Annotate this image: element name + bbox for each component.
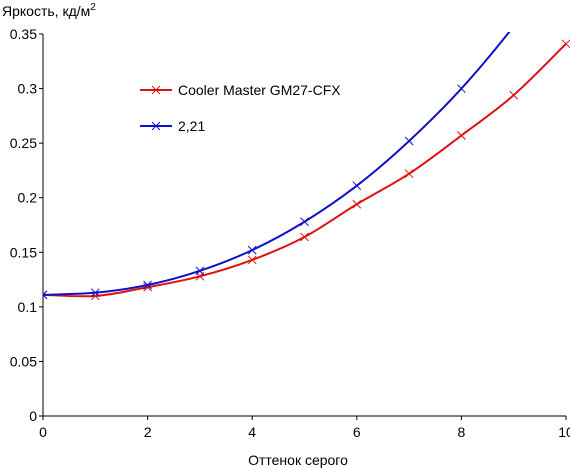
y-tick-label: 0.1 [18, 299, 38, 315]
x-tick-label: 8 [458, 424, 466, 440]
y-tick-label: 0.35 [10, 26, 37, 42]
y-tick-label: 0.05 [10, 353, 37, 369]
data-point [352, 199, 362, 209]
data-point [247, 255, 257, 265]
y-tick-label: 0.3 [18, 81, 38, 97]
x-tick-label: 2 [144, 424, 152, 440]
x-axis-title: Оттенок серого [248, 452, 348, 468]
legend-item: 2,21 [140, 118, 205, 134]
legend: Cooler Master GM27-CFX 2,21 [140, 82, 341, 134]
data-point [247, 245, 257, 255]
data-point [195, 266, 205, 276]
data-point [143, 280, 152, 290]
data-point [352, 181, 362, 191]
legend-label: Cooler Master GM27-CFX [178, 82, 341, 98]
series-line-1 [43, 32, 511, 296]
series-layer [43, 22, 570, 301]
y-axis-title: Яркость, кд/м2 [2, 2, 96, 19]
data-point [300, 232, 309, 242]
data-point [404, 169, 414, 179]
x-tick-label: 10 [558, 424, 570, 440]
y-tick-label: 0 [29, 408, 37, 424]
series-line-0 [43, 43, 567, 298]
y-tick-label: 0.15 [10, 244, 37, 260]
x-tick-label: 4 [248, 424, 256, 440]
x-tick-label: 0 [39, 424, 47, 440]
axes [39, 33, 567, 420]
data-point [90, 288, 100, 298]
data-point [43, 290, 48, 300]
data-point [510, 22, 518, 30]
data-point [457, 84, 466, 93]
tick-labels: 0 0.05 0.1 0.15 0.2 0.25 0.3 0.35 0 2 4 6 8 10 [10, 26, 570, 440]
y-tick-label: 0.25 [10, 135, 37, 151]
data-point [457, 131, 466, 140]
data-point [509, 90, 519, 100]
data-point [404, 136, 414, 146]
legend-label: 2,21 [178, 118, 205, 134]
data-point [300, 217, 309, 227]
y-tick-label: 0.2 [18, 190, 38, 206]
legend-item: Cooler Master GM27-CFX [140, 82, 341, 98]
x-tick-label: 6 [353, 424, 361, 440]
data-point [561, 39, 570, 49]
